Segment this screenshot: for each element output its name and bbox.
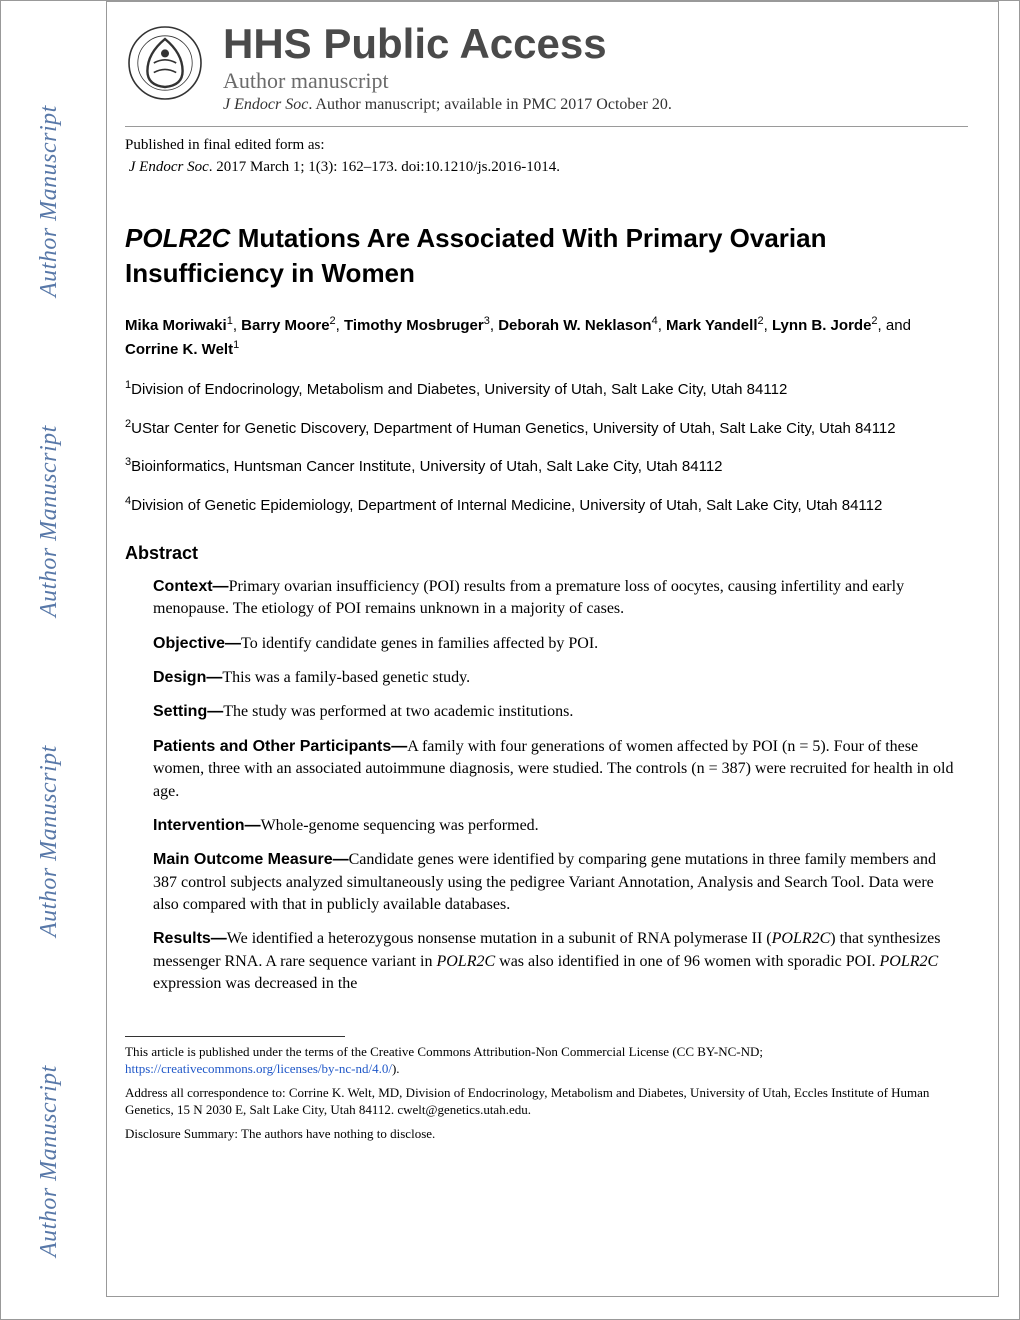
abstract-context: Context—Primary ovarian insufficiency (P… — [153, 576, 958, 621]
abstract-objective: Objective—To identify candidate genes in… — [153, 633, 958, 655]
gene-name-title: POLR2C — [125, 223, 230, 253]
abs-text: This was a family-based genetic study. — [222, 669, 470, 686]
abs-label: Setting— — [153, 703, 223, 720]
author-sup: 2 — [330, 315, 336, 327]
availability-line: J Endocr Soc. Author manuscript; availab… — [223, 96, 968, 114]
author-list: Mika Moriwaki1, Barry Moore2, Timothy Mo… — [125, 313, 968, 362]
affiliation: 1Division of Endocrinology, Metabolism a… — [125, 378, 968, 401]
license-text-post: ). — [392, 1061, 400, 1076]
abstract-outcome: Main Outcome Measure—Candidate genes wer… — [153, 849, 958, 916]
manuscript-page: HHS Public Access Author manuscript J En… — [106, 1, 999, 1297]
affil-text: Bioinformatics, Huntsman Cancer Institut… — [131, 458, 722, 475]
page-header: HHS Public Access Author manuscript J En… — [125, 22, 968, 114]
journal-name: J Endocr Soc — [223, 96, 308, 113]
abs-label: Intervention— — [153, 817, 261, 834]
abstract-block: Context—Primary ovarian insufficiency (P… — [153, 576, 958, 996]
author-sup: 3 — [484, 315, 490, 327]
abs-text: To identify candidate genes in families … — [241, 635, 598, 652]
pub-line1: Published in final edited form as: — [125, 135, 968, 157]
abs-text: Whole-genome sequencing was performed. — [261, 817, 539, 834]
license-text-pre: This article is published under the term… — [125, 1044, 763, 1059]
abs-label: Objective— — [153, 635, 241, 652]
author-name: Deborah W. Neklason — [498, 317, 651, 334]
license-link[interactable]: https://creativecommons.org/licenses/by-… — [125, 1061, 392, 1076]
availability-text: . Author manuscript; available in PMC 20… — [308, 96, 672, 113]
author-sup: 4 — [652, 315, 658, 327]
abstract-heading: Abstract — [125, 543, 968, 564]
author-name: Barry Moore — [241, 317, 329, 334]
gene-name: POLR2C — [436, 953, 495, 970]
abs-label: Results— — [153, 930, 227, 947]
title-rest: Mutations Are Associated With Primary Ov… — [125, 223, 826, 288]
abstract-intervention: Intervention—Whole-genome sequencing was… — [153, 815, 958, 837]
pub-citation: J Endocr Soc. 2017 March 1; 1(3): 162–17… — [125, 157, 968, 179]
author-name: Mark Yandell — [666, 317, 757, 334]
journal-name-citation: J Endocr Soc — [129, 159, 209, 175]
abs-label: Design— — [153, 669, 222, 686]
affiliation: 3Bioinformatics, Huntsman Cancer Institu… — [125, 455, 968, 478]
affil-text: Division of Genetic Epidemiology, Depart… — [131, 497, 882, 514]
author-manuscript-subhead: Author manuscript — [223, 68, 968, 94]
author-sup: 1 — [227, 315, 233, 327]
abs-text: was also identified in one of 96 women w… — [495, 953, 879, 970]
author-sup: 2 — [757, 315, 763, 327]
hhs-public-access-title: HHS Public Access — [223, 22, 968, 66]
author-sup: 1 — [233, 339, 239, 351]
author-name: Timothy Mosbruger — [344, 317, 484, 334]
author-name: Mika Moriwaki — [125, 317, 227, 334]
footnote-license: This article is published under the term… — [125, 1043, 968, 1078]
abstract-results: Results—We identified a heterozygous non… — [153, 928, 958, 995]
watermark-author-manuscript: Author Manuscript — [36, 401, 63, 641]
author-name: Lynn B. Jorde — [772, 317, 871, 334]
gene-name: POLR2C — [880, 953, 939, 970]
citation-details: . 2017 March 1; 1(3): 162–173. doi:10.12… — [209, 159, 560, 175]
abstract-setting: Setting—The study was performed at two a… — [153, 701, 958, 723]
abs-text: The study was performed at two academic … — [223, 703, 573, 720]
abs-label: Main Outcome Measure— — [153, 851, 349, 868]
abs-text: expression was decreased in the — [153, 975, 357, 992]
watermark-author-manuscript: Author Manuscript — [36, 1041, 63, 1281]
affil-text: UStar Center for Genetic Discovery, Depa… — [131, 420, 896, 437]
author-sup: 2 — [871, 315, 877, 327]
affiliation: 2UStar Center for Genetic Discovery, Dep… — [125, 417, 968, 440]
publication-info: Published in final edited form as: J End… — [125, 135, 968, 179]
author-name: Corrine K. Welt — [125, 341, 233, 358]
abs-label: Context— — [153, 578, 229, 595]
hhs-logo-icon — [125, 22, 205, 104]
article-title: POLR2C Mutations Are Associated With Pri… — [125, 221, 968, 291]
abstract-participants: Patients and Other Participants—A family… — [153, 736, 958, 803]
affiliation: 4Division of Genetic Epidemiology, Depar… — [125, 494, 968, 517]
affil-text: Division of Endocrinology, Metabolism an… — [131, 381, 787, 398]
gene-name: POLR2C — [772, 930, 831, 947]
header-divider — [125, 126, 968, 127]
watermark-author-manuscript: Author Manuscript — [36, 81, 63, 321]
abs-text: Primary ovarian insufficiency (POI) resu… — [153, 578, 904, 617]
abs-label: Patients and Other Participants— — [153, 738, 407, 755]
footnote-correspondence: Address all correspondence to: Corrine K… — [125, 1084, 968, 1119]
watermark-author-manuscript: Author Manuscript — [36, 721, 63, 961]
footnote-divider — [125, 1036, 345, 1037]
abstract-design: Design—This was a family-based genetic s… — [153, 667, 958, 689]
abs-text: We identified a heterozygous nonsense mu… — [227, 930, 772, 947]
footnote-disclosure: Disclosure Summary: The authors have not… — [125, 1125, 968, 1143]
